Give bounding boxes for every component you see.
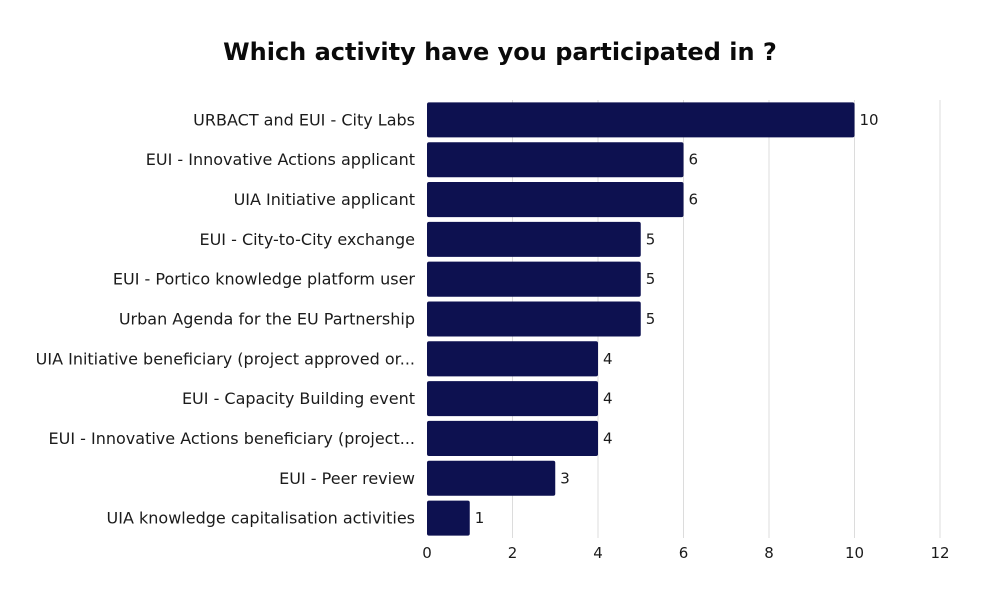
x-tick-label-0: 0 xyxy=(422,544,432,562)
value-label-8: 4 xyxy=(603,429,613,447)
value-label-1: 6 xyxy=(689,151,699,169)
x-tick-label-3: 6 xyxy=(679,544,689,562)
bar-1 xyxy=(427,142,684,178)
value-label-6: 4 xyxy=(603,350,613,368)
category-label-2: UIA Initiative applicant xyxy=(234,190,415,209)
bar-9 xyxy=(427,460,556,496)
chart-title: Which activity have you participated in … xyxy=(223,38,777,66)
x-tick-label-6: 12 xyxy=(930,544,949,562)
x-tick-label-1: 2 xyxy=(508,544,518,562)
bar-7 xyxy=(427,381,598,417)
category-label-6: UIA Initiative beneficiary (project appr… xyxy=(36,349,415,368)
category-label-3: EUI - City-to-City exchange xyxy=(199,230,415,249)
value-label-10: 1 xyxy=(475,509,485,527)
bar-8 xyxy=(427,420,598,456)
bar-10 xyxy=(427,500,470,536)
category-label-8: EUI - Innovative Actions beneficiary (pr… xyxy=(49,429,415,448)
bar-3 xyxy=(427,221,641,257)
category-label-1: EUI - Innovative Actions applicant xyxy=(146,150,415,169)
value-label-7: 4 xyxy=(603,390,613,408)
category-label-9: EUI - Peer review xyxy=(279,469,415,488)
value-label-4: 5 xyxy=(646,270,656,288)
category-label-10: UIA knowledge capitalisation activities xyxy=(107,509,415,528)
bar-5 xyxy=(427,301,641,337)
value-label-3: 5 xyxy=(646,230,656,248)
value-label-9: 3 xyxy=(560,469,570,487)
bar-2 xyxy=(427,182,684,218)
value-label-0: 10 xyxy=(860,111,879,129)
category-label-7: EUI - Capacity Building event xyxy=(182,389,415,408)
bar-0 xyxy=(427,102,855,138)
x-tick-label-4: 8 xyxy=(764,544,774,562)
x-tick-label-5: 10 xyxy=(845,544,864,562)
x-tick-label-2: 4 xyxy=(593,544,603,562)
category-label-0: URBACT and EUI - City Labs xyxy=(193,110,415,129)
bar-6 xyxy=(427,341,598,377)
value-label-5: 5 xyxy=(646,310,656,328)
category-label-5: Urban Agenda for the EU Partnership xyxy=(119,310,415,329)
bar-4 xyxy=(427,261,641,297)
value-label-2: 6 xyxy=(689,191,699,209)
category-label-4: EUI - Portico knowledge platform user xyxy=(113,270,416,289)
